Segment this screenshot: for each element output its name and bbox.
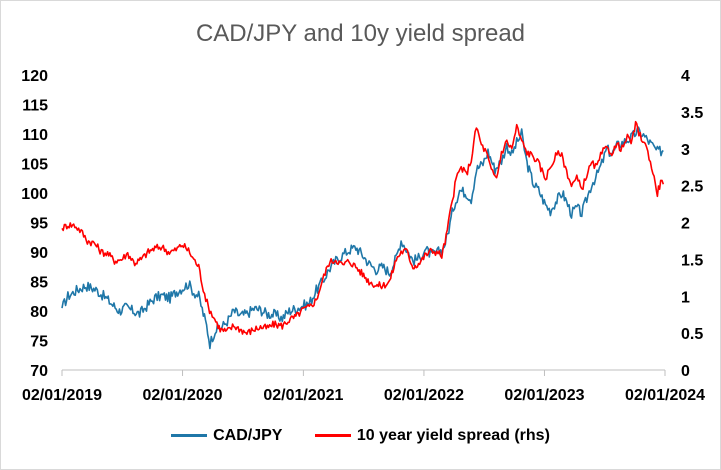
x-tick-label: 02/01/2021 bbox=[263, 387, 343, 404]
left-tick-label: 95 bbox=[30, 216, 48, 233]
left-tick-label: 115 bbox=[22, 98, 48, 115]
right-tick-label: 3.5 bbox=[681, 105, 703, 122]
legend-label-yield-spread: 10 year yield spread (rhs) bbox=[356, 426, 550, 444]
left-tick-label: 85 bbox=[30, 275, 48, 292]
x-tick-label: 02/01/2020 bbox=[142, 387, 222, 404]
series-layer bbox=[61, 120, 665, 350]
left-tick-label: 80 bbox=[30, 304, 48, 321]
left-tick-label: 75 bbox=[30, 334, 48, 351]
right-tick-label: 0.5 bbox=[681, 326, 703, 343]
right-tick-label: 4 bbox=[681, 68, 690, 85]
x-tick-label: 02/01/2019 bbox=[22, 387, 102, 404]
series-line-yield-spread bbox=[61, 120, 665, 336]
right-tick-label: 2.5 bbox=[681, 179, 703, 196]
left-axis-ticks: 70 75 80 85 90 95 100 105 110 115 120 bbox=[21, 68, 48, 380]
x-tick-label: 02/01/2022 bbox=[384, 387, 464, 404]
right-tick-label: 1 bbox=[681, 289, 690, 306]
right-tick-label: 3 bbox=[681, 142, 690, 159]
left-tick-label: 100 bbox=[21, 186, 48, 203]
left-tick-label: 110 bbox=[22, 127, 48, 144]
chart-title: CAD/JPY and 10y yield spread bbox=[195, 20, 526, 47]
legend: CAD/JPY 10 year yield spread (rhs) bbox=[0, 424, 721, 445]
x-tick-label: 02/01/2023 bbox=[504, 387, 584, 404]
right-tick-label: 0 bbox=[681, 363, 690, 380]
x-tick-label: 02/01/2024 bbox=[625, 387, 705, 404]
legend-label-cadjpy: CAD/JPY bbox=[213, 426, 283, 444]
right-axis-ticks: 0 0.5 1 1.5 2 2.5 3 3.5 4 bbox=[681, 68, 703, 380]
legend-swatch-yield-spread bbox=[314, 434, 351, 437]
legend-item-yield-spread: 10 year yield spread (rhs) bbox=[314, 426, 550, 445]
right-tick-label: 2 bbox=[681, 216, 690, 233]
legend-item-cadjpy: CAD/JPY bbox=[171, 427, 282, 445]
legend-swatch-cadjpy bbox=[171, 434, 208, 437]
left-tick-label: 90 bbox=[30, 245, 48, 262]
series-line-cadjpy bbox=[61, 126, 664, 350]
left-tick-label: 120 bbox=[21, 68, 48, 85]
right-tick-label: 1.5 bbox=[681, 252, 703, 269]
left-tick-label: 70 bbox=[30, 363, 48, 380]
left-tick-label: 105 bbox=[21, 157, 48, 174]
x-axis-ticks: 02/01/2019 02/01/2020 02/01/2021 02/01/2022… bbox=[22, 370, 705, 404]
